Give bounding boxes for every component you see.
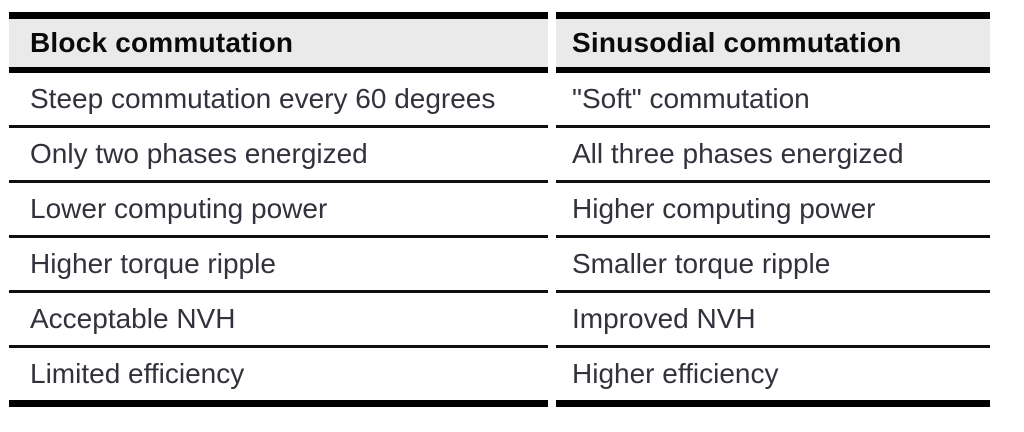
table-cell: Improved NVH: [556, 293, 990, 348]
table-cell: Acceptable NVH: [9, 293, 548, 348]
table-cell: Only two phases energized: [9, 128, 548, 183]
table-cell: Higher efficiency: [556, 348, 990, 407]
table-cell: Lower computing power: [9, 183, 548, 238]
column-block-commutation: Block commutation Steep commutation ever…: [9, 12, 548, 407]
table-cell: Steep commutation every 60 degrees: [9, 73, 548, 128]
commutation-comparison-table: Block commutation Steep commutation ever…: [9, 12, 990, 407]
table-cell: Limited efficiency: [9, 348, 548, 407]
table-cell: "Soft" commutation: [556, 73, 990, 128]
table-cell: Higher computing power: [556, 183, 990, 238]
column-header-block-commutation: Block commutation: [9, 19, 548, 73]
column-header-sinusoidal-commutation: Sinusodial commutation: [556, 19, 990, 73]
table-cell: Smaller torque ripple: [556, 238, 990, 293]
column-sinusoidal-commutation: Sinusodial commutation "Soft" commutatio…: [556, 12, 990, 407]
table-cell: Higher torque ripple: [9, 238, 548, 293]
table-cell: All three phases energized: [556, 128, 990, 183]
